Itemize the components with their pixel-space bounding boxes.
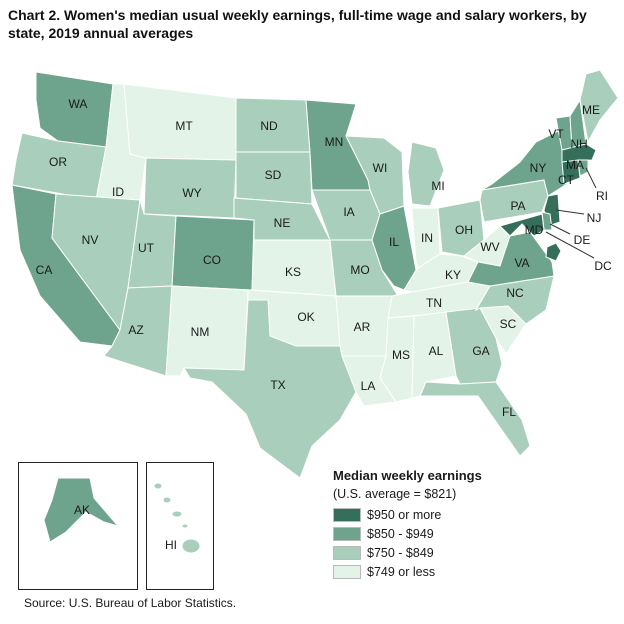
state-label-WA: WA (69, 97, 88, 111)
state-label-OK: OK (297, 310, 314, 324)
state-label-MO: MO (350, 263, 369, 277)
leader-ri (585, 167, 597, 189)
legend: Median weekly earnings (U.S. average = $… (333, 468, 593, 581)
state-MI (407, 141, 445, 207)
state-label-TN: TN (426, 296, 442, 310)
legend-items: $950 or more $850 - $949 $750 - $849 $749 o… (333, 505, 593, 581)
legend-swatch (333, 526, 361, 541)
legend-subtitle: (U.S. average = $821) (333, 487, 457, 501)
legend-swatch (333, 545, 361, 560)
state-label-CT: CT (558, 173, 575, 187)
state-label-PA: PA (510, 199, 525, 213)
state-label-NJ: NJ (587, 211, 602, 225)
state-label-ME: ME (582, 103, 600, 117)
state-label-WY: WY (182, 186, 201, 200)
state-TX (183, 299, 357, 479)
state-label-DE: DE (574, 233, 591, 247)
state-label-IA: IA (343, 205, 354, 219)
state-labels: WA OR CA ID NV MT WY UT AZ CO NM ND SD NE KS OK TX MN IA MO… (36, 97, 612, 552)
state-label-FL: FL (502, 405, 516, 419)
state-label-GA: GA (472, 344, 489, 358)
state-MA (561, 143, 597, 163)
state-label-VT: VT (548, 127, 564, 141)
state-label-LA: LA (361, 379, 376, 393)
state-label-KS: KS (285, 265, 301, 279)
state-label-SC: SC (500, 317, 517, 331)
legend-swatch (333, 507, 361, 522)
state-label-NH: NH (570, 137, 587, 151)
state-label-MD: MD (525, 223, 544, 237)
state-label-AK: AK (74, 503, 90, 517)
state-label-NM: NM (191, 325, 210, 339)
state-label-NC: NC (506, 286, 524, 300)
state-label-KY: KY (445, 268, 461, 282)
state-label-OH: OH (455, 223, 473, 237)
state-FL (419, 381, 531, 457)
state-CT (561, 159, 581, 185)
legend-label: $749 or less (367, 564, 436, 579)
state-label-UT: UT (138, 241, 155, 255)
state-label-NE: NE (274, 216, 291, 230)
state-label-CO: CO (203, 253, 221, 267)
state-label-DC: DC (594, 259, 612, 273)
state-label-WI: WI (373, 161, 388, 175)
state-label-CA: CA (36, 263, 53, 277)
legend-label: $950 or more (367, 507, 442, 522)
leader-de (549, 223, 571, 235)
leader-nj (555, 209, 585, 215)
state-AK (43, 477, 120, 543)
state-label-NV: NV (82, 233, 99, 247)
state-label-MA: MA (566, 158, 584, 172)
state-label-MN: MN (325, 135, 344, 149)
state-label-ID: ID (112, 185, 124, 199)
states-layer (11, 69, 619, 554)
chart-title: Chart 2. Women's median usual weekly ear… (8, 7, 587, 41)
legend-swatch (333, 564, 361, 579)
state-label-IN: IN (421, 231, 433, 245)
state-HI (153, 482, 201, 554)
state-label-WV: WV (480, 240, 499, 254)
state-label-MS: MS (392, 348, 410, 362)
legend-item: $950 or more (333, 505, 593, 524)
state-label-OR: OR (49, 155, 67, 169)
state-label-IL: IL (389, 235, 399, 249)
legend-title: Median weekly earnings (333, 468, 482, 483)
state-label-SD: SD (265, 168, 282, 182)
state-label-VA: VA (514, 256, 529, 270)
hawaii-inset-frame (146, 462, 214, 590)
state-label-RI: RI (596, 189, 608, 203)
state-label-AR: AR (354, 320, 371, 334)
alaska-inset-frame (18, 462, 138, 590)
legend-item: $850 - $949 (333, 524, 593, 543)
state-MO (329, 239, 399, 297)
legend-item: $749 or less (333, 562, 593, 581)
state-label-MI: MI (431, 179, 444, 193)
state-label-AL: AL (429, 344, 444, 358)
state-MD (499, 213, 545, 237)
state-ME (579, 69, 619, 144)
legend-item: $750 - $849 (333, 543, 593, 562)
leader-dc (545, 231, 595, 259)
leader-lines (545, 167, 597, 259)
legend-label: $750 - $849 (367, 545, 434, 560)
state-IL (371, 205, 417, 291)
state-label-MT: MT (175, 119, 193, 133)
state-DC (545, 242, 562, 262)
state-label-AZ: AZ (128, 323, 143, 337)
legend-label: $850 - $949 (367, 526, 434, 541)
state-label-TX: TX (270, 378, 285, 392)
source-note: Source: U.S. Bureau of Labor Statistics. (24, 596, 237, 610)
state-label-HI: HI (165, 538, 177, 552)
state-label-ND: ND (260, 119, 278, 133)
state-label-NY: NY (530, 161, 547, 175)
